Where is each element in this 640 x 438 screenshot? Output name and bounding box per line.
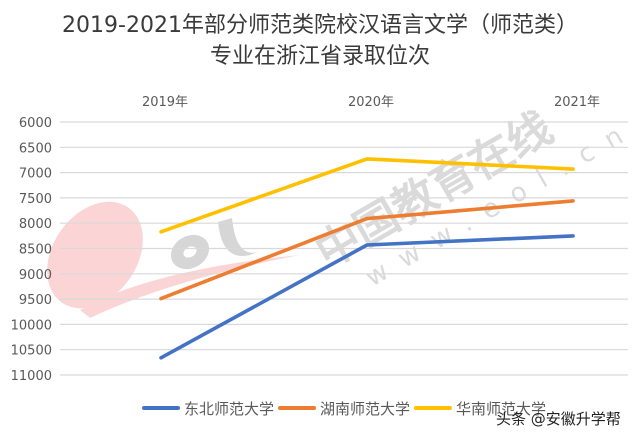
- grid-lines: [60, 121, 628, 376]
- legend-label: 湖南师范大学: [320, 399, 411, 418]
- legend: 东北师范大学 湖南师范大学 华南师范大学: [142, 398, 550, 418]
- legend-label: 华南师范大学: [456, 399, 547, 418]
- y-tick-label: 10000: [11, 318, 52, 333]
- legend-item-dongbei: 东北师范大学: [142, 398, 274, 419]
- chart-title-line-2: 专业在浙江省录取位次: [209, 44, 430, 69]
- legend-swatch-blue: [142, 406, 180, 410]
- y-tick-label: 6000: [19, 116, 52, 131]
- y-tick-label: 7000: [19, 167, 52, 182]
- x-tick-label: 2021年: [554, 95, 600, 110]
- legend-swatch-yellow: [414, 406, 453, 410]
- legend-item-hunan: 湖南师范大学: [278, 398, 410, 419]
- legend-label: 东北师范大学: [184, 399, 275, 418]
- legend-swatch-orange: [278, 406, 317, 410]
- y-axis-labels: 6000 6500 7000 7500 8000 8500 9000 9500 10000 105…: [11, 116, 52, 384]
- y-tick-label: 6500: [19, 141, 52, 156]
- chart-title: 2019-2021年部分师范类院校汉语言文学（师范类） 专业在浙江省录取位次: [0, 10, 640, 72]
- series-line: [159, 234, 575, 360]
- series-lines: [159, 157, 575, 360]
- x-axis-labels: 2019年 2020年 2021年: [142, 95, 600, 110]
- legend-item-huanan: 华南师范大学: [414, 398, 546, 419]
- source-credit: 头条 @安徽升学帮: [496, 410, 621, 428]
- series-line: [159, 157, 575, 234]
- y-tick-label: 7500: [19, 192, 52, 207]
- y-tick-label: 9500: [19, 293, 52, 308]
- y-tick-label: 8500: [19, 243, 52, 258]
- y-tick-label: 9000: [19, 268, 52, 283]
- x-tick-label: 2020年: [348, 95, 394, 110]
- series-line: [159, 199, 575, 301]
- eol-watermark-logo: [47, 201, 300, 318]
- y-tick-label: 10500: [11, 344, 52, 359]
- x-tick-label: 2019年: [142, 95, 188, 110]
- chart-title-line-1: 2019-2021年部分师范类院校汉语言文学（师范类）: [62, 13, 578, 38]
- y-tick-label: 8000: [19, 217, 52, 232]
- y-tick-label: 11000: [11, 369, 52, 384]
